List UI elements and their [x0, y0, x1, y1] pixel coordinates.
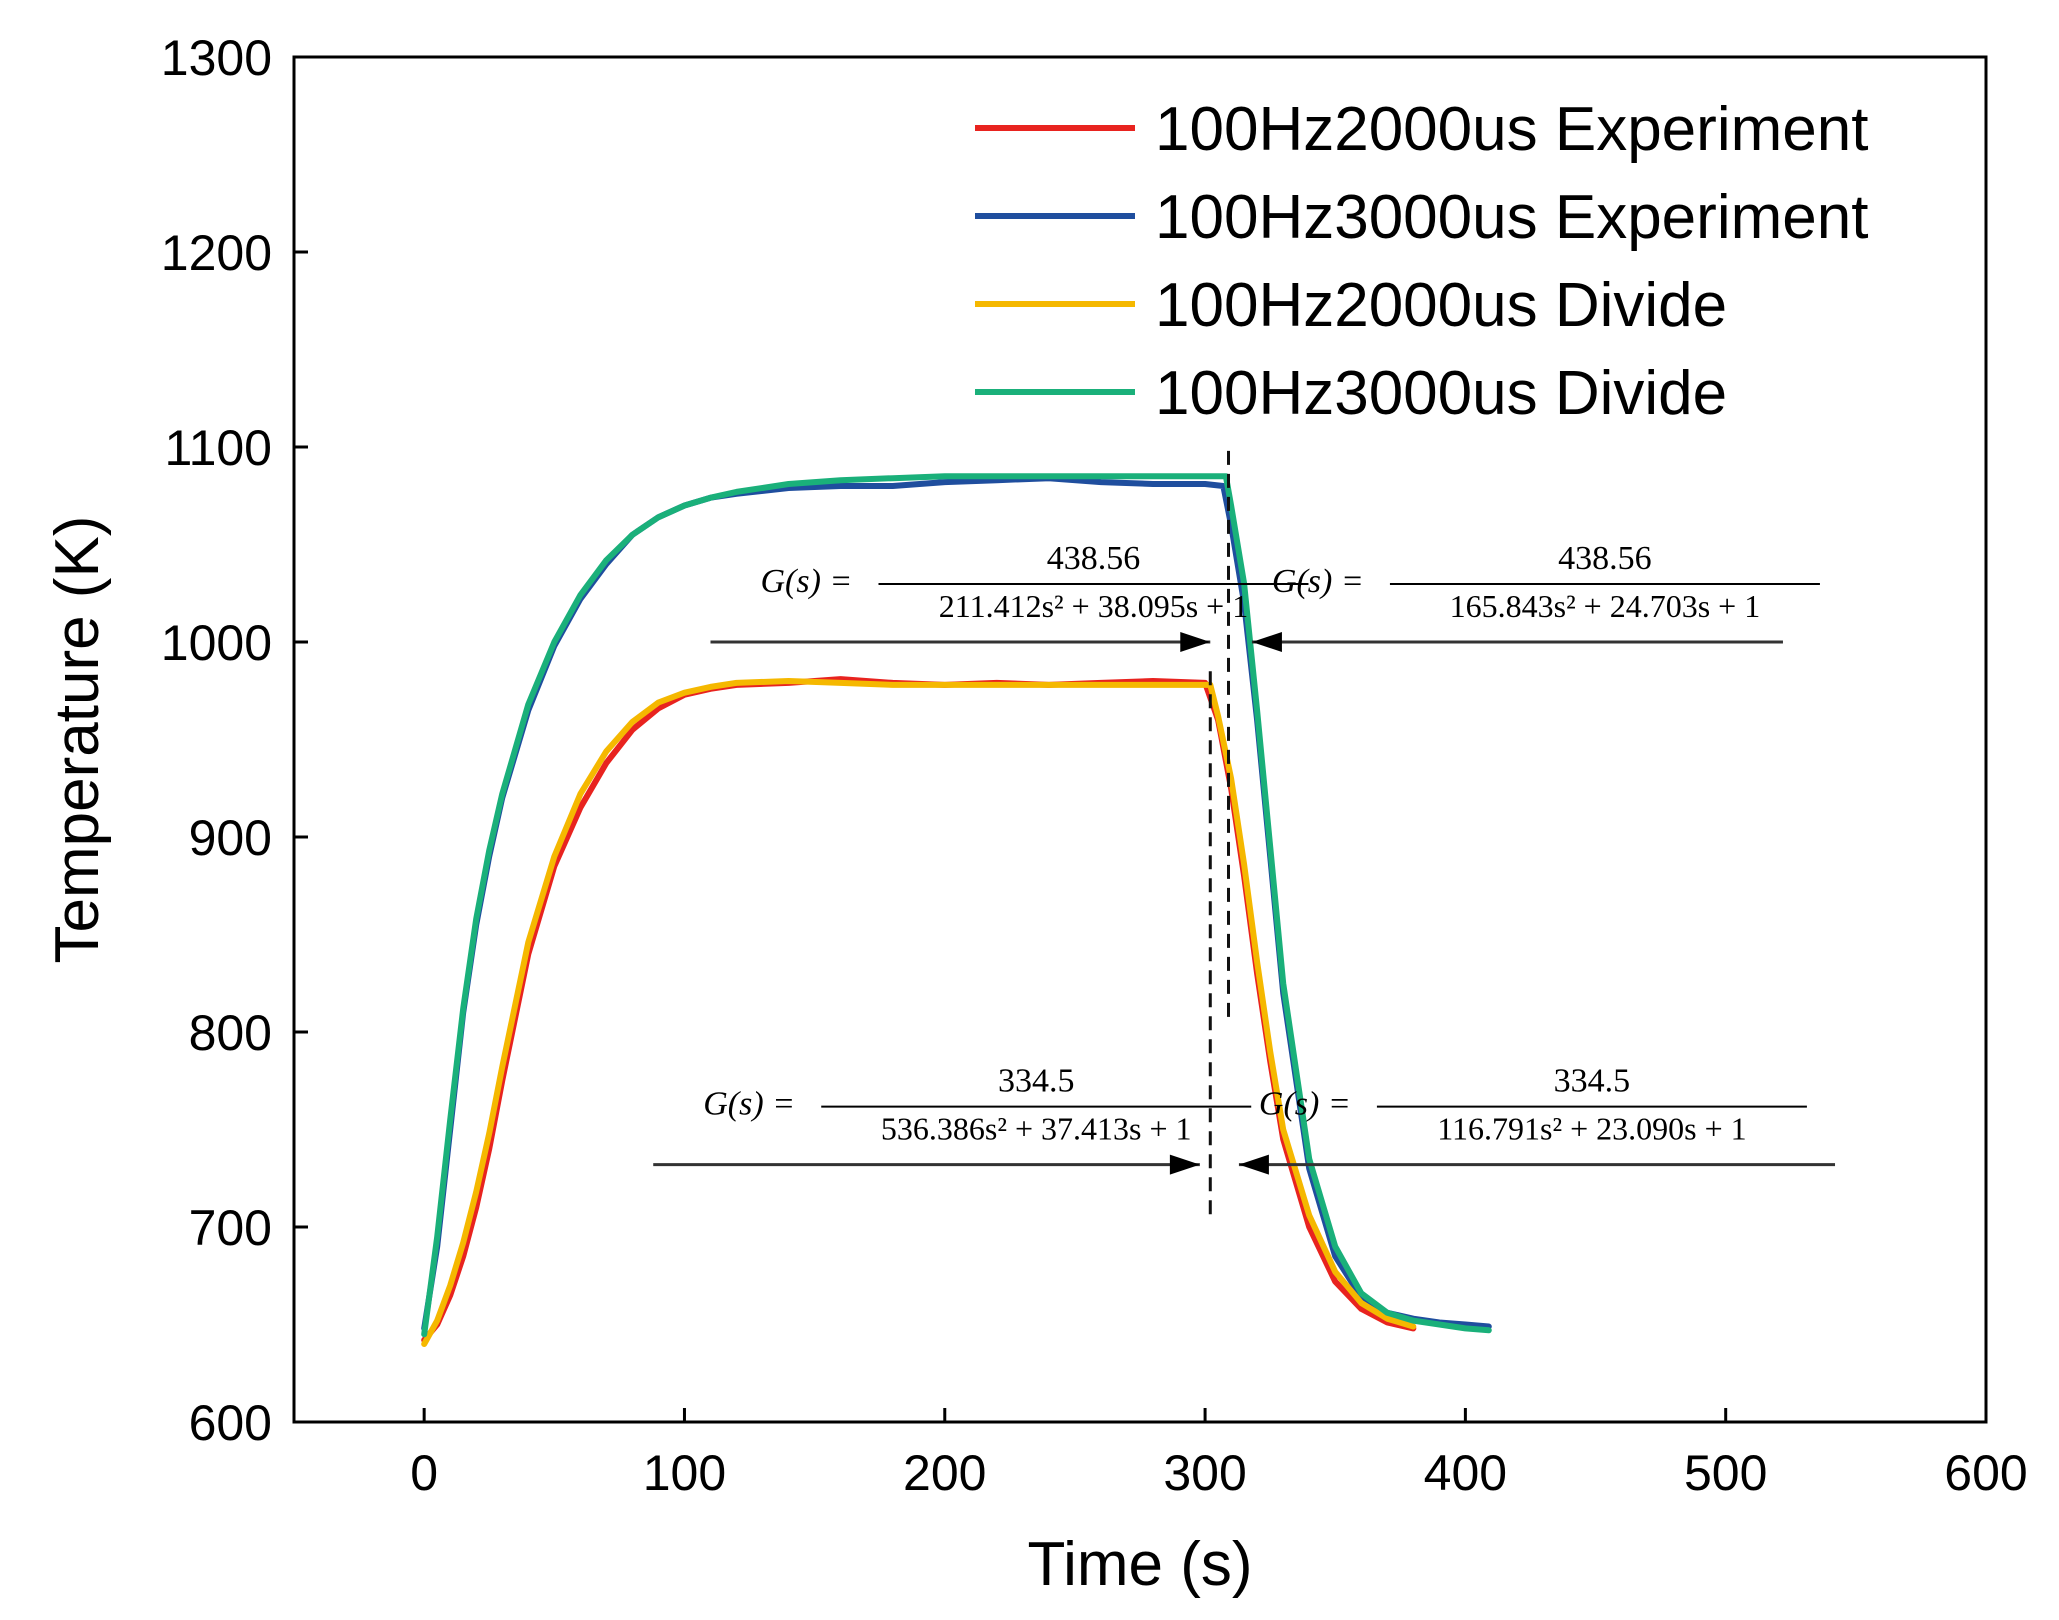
equation-label: G(s) = [760, 563, 852, 600]
equation-label: G(s) = [1259, 1086, 1351, 1123]
y-tick-label: 700 [189, 1200, 272, 1256]
x-axis-label: Time (s) [1028, 1530, 1253, 1599]
equation-denominator: 211.412s² + 38.095s + 1 [939, 588, 1248, 624]
equation-numerator: 438.56 [1558, 540, 1652, 577]
annotation-arrowhead [1180, 632, 1211, 652]
equation-denominator: 116.791s² + 23.090s + 1 [1437, 1111, 1746, 1147]
y-tick-label: 1000 [161, 615, 272, 671]
y-tick-label: 1200 [161, 225, 272, 281]
transfer-function-2: G(s) = 438.56 165.843s² + 24.703s + 1 [1251, 540, 1820, 652]
x-tick-label: 300 [1163, 1445, 1246, 1501]
y-axis-label: Temperature (K) [43, 516, 112, 964]
equation-numerator: 438.56 [1047, 540, 1141, 577]
series-line-3 [421, 678, 1417, 1347]
axis-layer: 0 100 200 300 400 500 600 600 700 800 900 1000 1100 1… [161, 30, 2028, 1501]
y-tick-label: 600 [189, 1395, 272, 1451]
equation-label: G(s) = [1272, 563, 1364, 600]
y-tick-label: 1300 [161, 30, 272, 86]
equation-numerator: 334.5 [1554, 1063, 1631, 1100]
plot-frame [292, 55, 1988, 1424]
annotation-arrowhead [1238, 1154, 1269, 1175]
legend-label-1: 100Hz2000us Experiment [1155, 95, 1868, 164]
x-tick-label: 0 [410, 1445, 438, 1501]
x-tick-label: 200 [903, 1445, 986, 1501]
y-tick-label: 900 [189, 810, 272, 866]
transfer-function-1: G(s) = 438.56 211.412s² + 38.095s + 1 [710, 540, 1309, 652]
series-line-4 [421, 473, 1492, 1338]
y-tick-label: 800 [189, 1005, 272, 1061]
equation-denominator: 165.843s² + 24.703s + 1 [1450, 588, 1761, 624]
equation-denominator: 536.386s² + 37.413s + 1 [881, 1111, 1192, 1147]
transfer-function-3: G(s) = 334.5 536.386s² + 37.413s + 1 [653, 1063, 1252, 1175]
annotation-arrowhead [1169, 1154, 1200, 1175]
legend: 100Hz2000us Experiment 100Hz3000us Experi… [975, 95, 1868, 428]
x-tick-label: 100 [643, 1445, 726, 1501]
annotation-arrowhead [1251, 632, 1282, 652]
x-tick-label: 500 [1684, 1445, 1767, 1501]
equation-label: G(s) = [703, 1086, 795, 1123]
x-tick-label: 600 [1944, 1445, 2027, 1501]
legend-label-4: 100Hz3000us Divide [1155, 359, 1727, 428]
x-tick-label: 400 [1424, 1445, 1507, 1501]
y-tick-label: 1100 [164, 420, 272, 476]
legend-label-2: 100Hz3000us Experiment [1155, 183, 1868, 252]
transfer-function-4: G(s) = 334.5 116.791s² + 23.090s + 1 [1238, 1063, 1836, 1175]
series-layer [421, 473, 1492, 1347]
legend-label-3: 100Hz2000us Divide [1155, 271, 1727, 340]
equation-numerator: 334.5 [998, 1063, 1075, 1100]
